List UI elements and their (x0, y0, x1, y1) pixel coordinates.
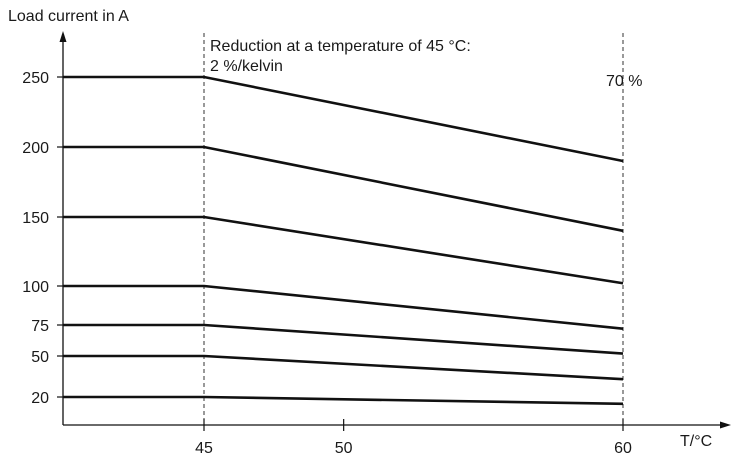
x-axis-arrow (720, 421, 731, 429)
series-line-4 (63, 323, 624, 355)
series-line-3 (63, 284, 624, 331)
axes (59, 31, 731, 429)
series-line-6 (63, 395, 624, 406)
y-tick-label: 150 (22, 210, 49, 227)
x-tick-label: 60 (614, 440, 632, 457)
y-axis-arrow (59, 31, 67, 42)
series-line-0 (63, 75, 624, 163)
end-label: 70 % (606, 73, 642, 90)
y-tick-label: 50 (31, 349, 49, 366)
y-tick-label: 20 (31, 390, 49, 407)
x-axis-title: T/°C (680, 433, 712, 450)
y-axis-title: Load current in A (8, 8, 129, 25)
x-tick-label: 50 (335, 440, 353, 457)
y-tick-label: 200 (22, 140, 49, 157)
x-tick-label: 45 (195, 440, 213, 457)
annotation-line-1: Reduction at a temperature of 45 °C: (210, 38, 471, 55)
annotation-line-2: 2 %/kelvin (210, 58, 283, 75)
y-tick-label: 75 (31, 318, 49, 335)
series-line-5 (63, 354, 624, 381)
y-tick-label: 100 (22, 279, 49, 296)
series-line-2 (63, 215, 624, 285)
series-line-1 (63, 145, 624, 233)
y-tick-label: 250 (22, 70, 49, 87)
